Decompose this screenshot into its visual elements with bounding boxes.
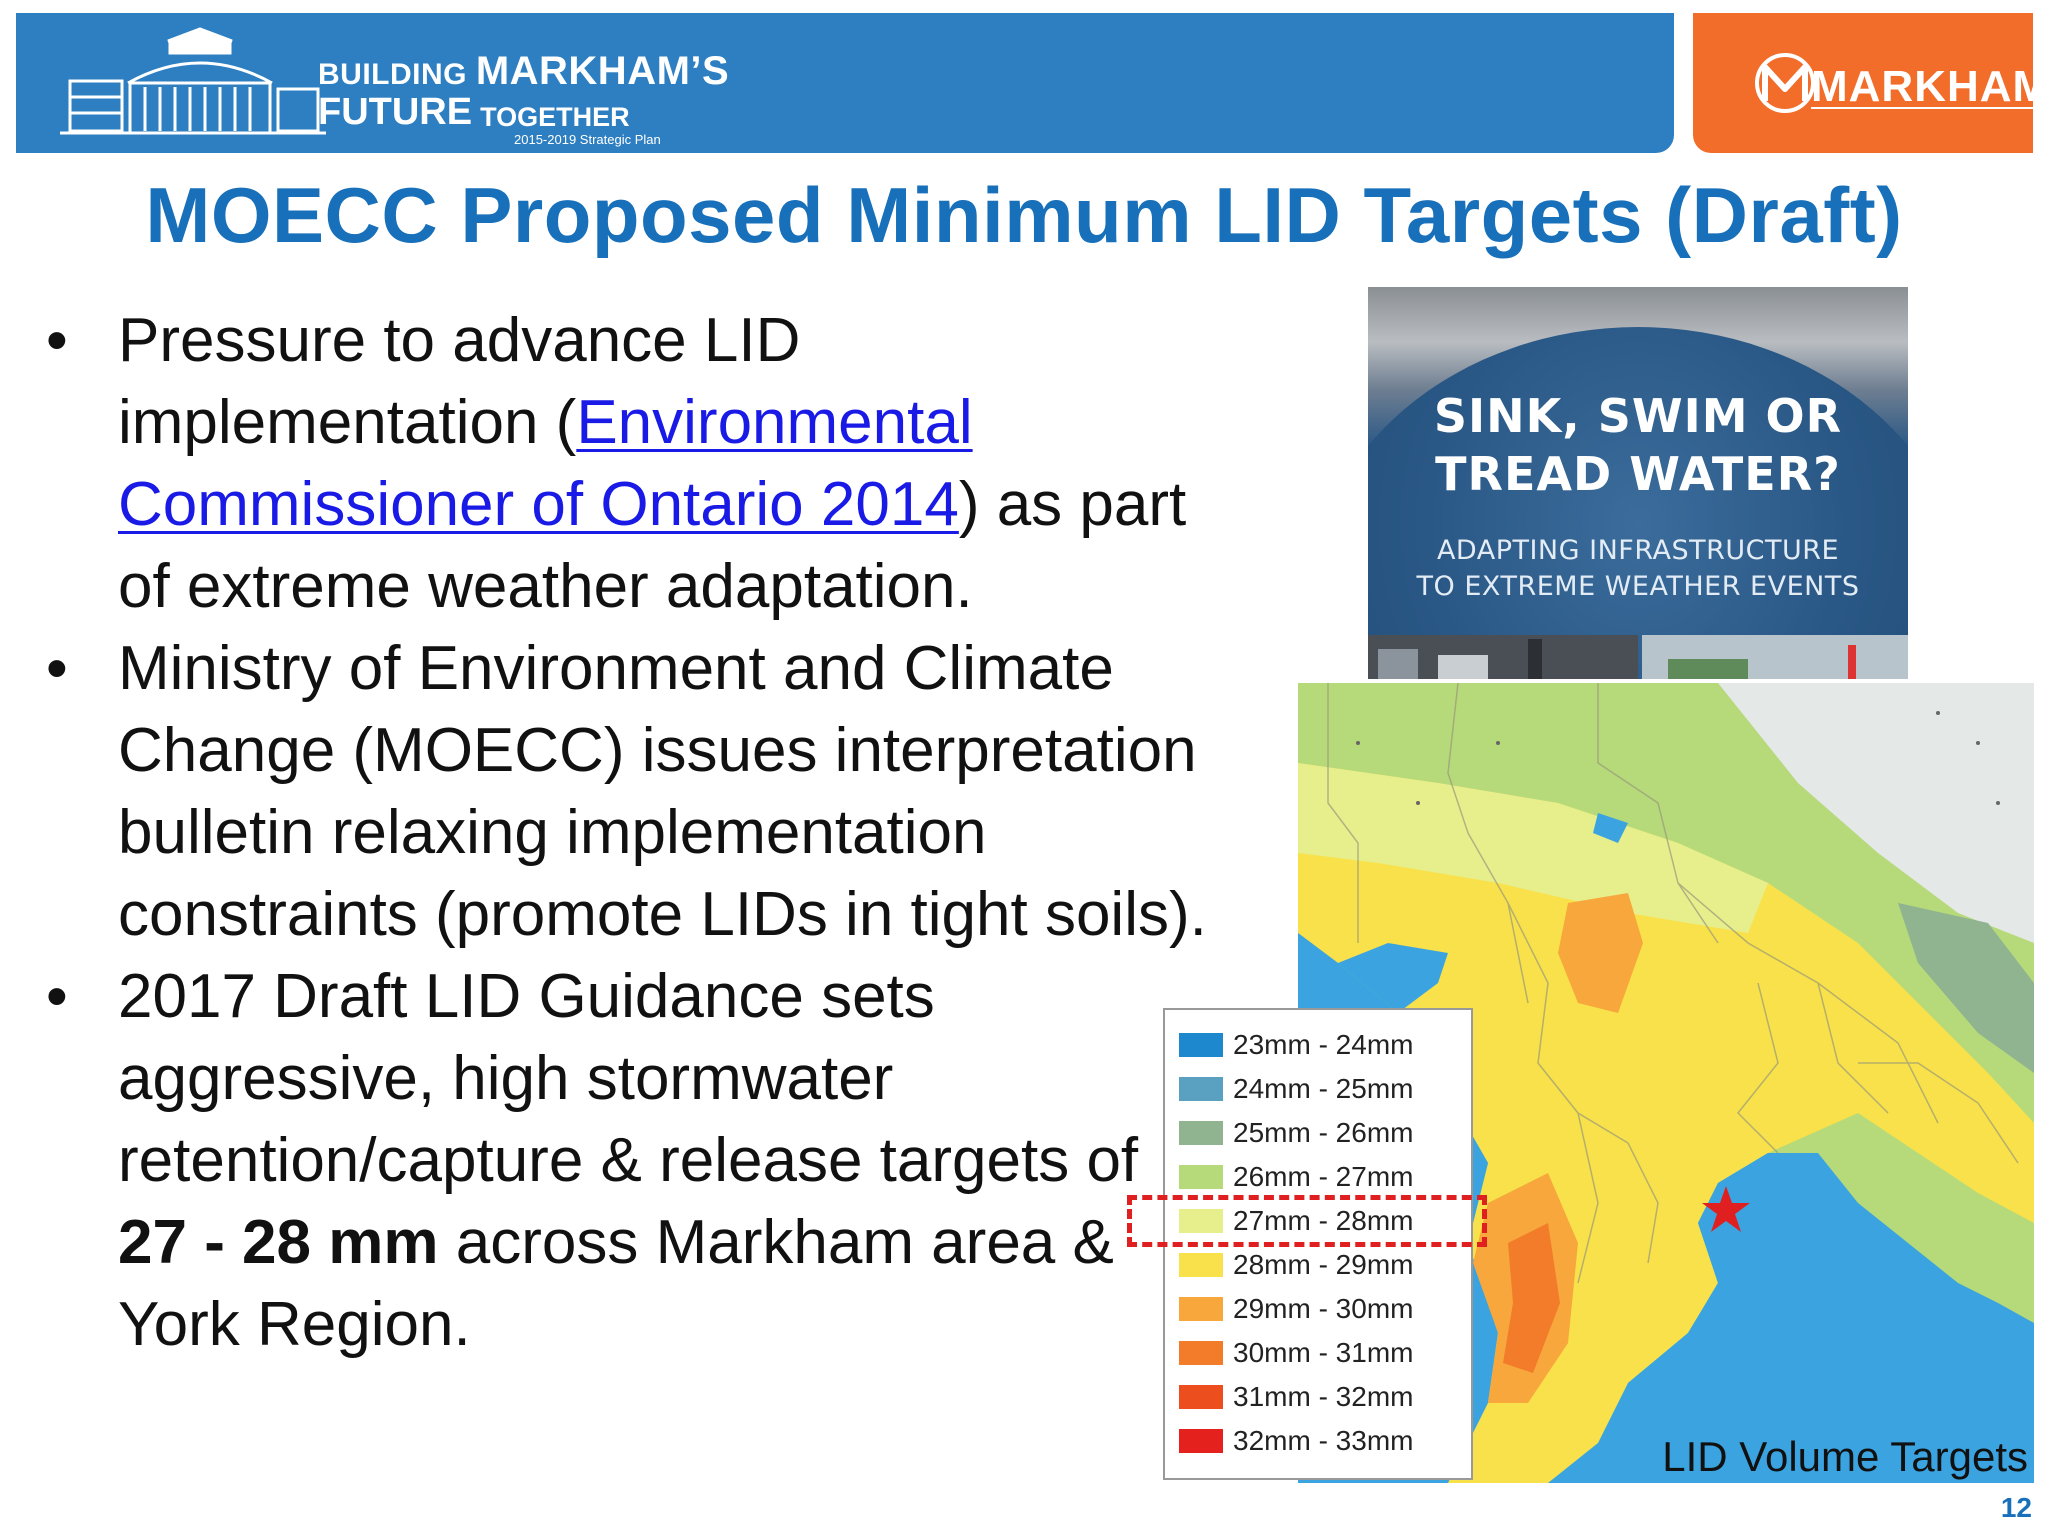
- cover-subtitle: ADAPTING INFRASTRUCTURE TO EXTREME WEATH…: [1416, 535, 1860, 602]
- markham-location-star-icon: [1702, 1186, 1750, 1232]
- legend-item: 31mm - 32mm: [1179, 1380, 1413, 1414]
- legend-swatch: [1179, 1341, 1223, 1365]
- legend-label: 24mm - 25mm: [1233, 1073, 1414, 1104]
- legend-swatch: [1179, 1209, 1223, 1233]
- cover-title: SINK, SWIM OR TREAD WATER?: [1433, 389, 1843, 501]
- legend-label: 23mm - 24mm: [1233, 1029, 1414, 1060]
- markham-m-icon: [1755, 53, 1815, 113]
- legend-swatch: [1179, 1033, 1223, 1057]
- cover-earth-arc: [1368, 327, 1908, 679]
- legend-label: 28mm - 29mm: [1233, 1249, 1414, 1280]
- legend-label: 32mm - 33mm: [1233, 1425, 1414, 1456]
- legend-swatch: [1179, 1077, 1223, 1101]
- legend-item: 29mm - 30mm: [1179, 1292, 1413, 1326]
- legend-swatch: [1179, 1253, 1223, 1277]
- legend-item: 23mm - 24mm: [1179, 1028, 1413, 1062]
- legend-item: 25mm - 26mm: [1179, 1116, 1413, 1150]
- header-banner: BUILDING MARKHAM’S FUTURE TOGETHER 2015-2…: [16, 13, 1674, 153]
- highlight-27-28mm-box: [1127, 1195, 1487, 1247]
- bullet-dot-icon: •: [46, 306, 68, 375]
- report-cover-image: SINK, SWIM OR TREAD WATER? ADAPTING INFR…: [1368, 287, 1908, 679]
- page-number: 12: [2000, 1492, 2032, 1523]
- legend-label: 30mm - 31mm: [1233, 1337, 1414, 1368]
- civic-centre-logo-icon: [60, 27, 326, 135]
- legend-label: 31mm - 32mm: [1233, 1381, 1414, 1412]
- legend-item: 32mm - 33mm: [1179, 1424, 1413, 1458]
- legend-swatch: [1179, 1165, 1223, 1189]
- legend-item: 28mm - 29mm: [1179, 1248, 1413, 1282]
- legend-item: 24mm - 25mm: [1179, 1072, 1413, 1106]
- eco-report-link[interactable]: Environmental Commissioner of Ontario 20…: [118, 388, 973, 539]
- map-caption: LID Volume Targets: [1662, 1433, 2028, 1480]
- legend-swatch: [1179, 1121, 1223, 1145]
- bullet-dot-icon: •: [46, 634, 68, 703]
- slide-title: MOECC Proposed Minimum LID Targets (Draf…: [145, 171, 1903, 259]
- legend-item: 27mm - 28mm: [1179, 1204, 1413, 1238]
- markham-logo-box: MARKHAM: [1693, 13, 2048, 153]
- bullet-item: • Ministry of Environment and Climate Ch…: [30, 628, 1210, 956]
- bullet-item: • Pressure to advance LID implementation…: [30, 300, 1210, 628]
- legend-swatch: [1179, 1297, 1223, 1321]
- markham-logo-text: MARKHAM: [1811, 62, 2048, 111]
- legend-label: 27mm - 28mm: [1233, 1205, 1414, 1236]
- legend-swatch: [1179, 1429, 1223, 1453]
- bullet-list: • Pressure to advance LID implementation…: [30, 300, 1210, 1366]
- strategic-plan-years: 2015-2019 Strategic Plan: [514, 132, 661, 147]
- cover-photo-strip: [1368, 635, 1908, 679]
- legend-item: 30mm - 31mm: [1179, 1336, 1413, 1370]
- bullet-dot-icon: •: [46, 962, 68, 1031]
- legend-label: 26mm - 27mm: [1233, 1161, 1414, 1192]
- legend-label: 25mm - 26mm: [1233, 1117, 1414, 1148]
- legend-label: 29mm - 30mm: [1233, 1293, 1414, 1324]
- bullet-item: • 2017 Draft LID Guidance sets aggressiv…: [30, 956, 1210, 1366]
- legend-swatch: [1179, 1385, 1223, 1409]
- strategic-plan-brand: BUILDING MARKHAM’S FUTURE TOGETHER 2015-2…: [318, 49, 730, 147]
- legend-item: 26mm - 27mm: [1179, 1160, 1413, 1194]
